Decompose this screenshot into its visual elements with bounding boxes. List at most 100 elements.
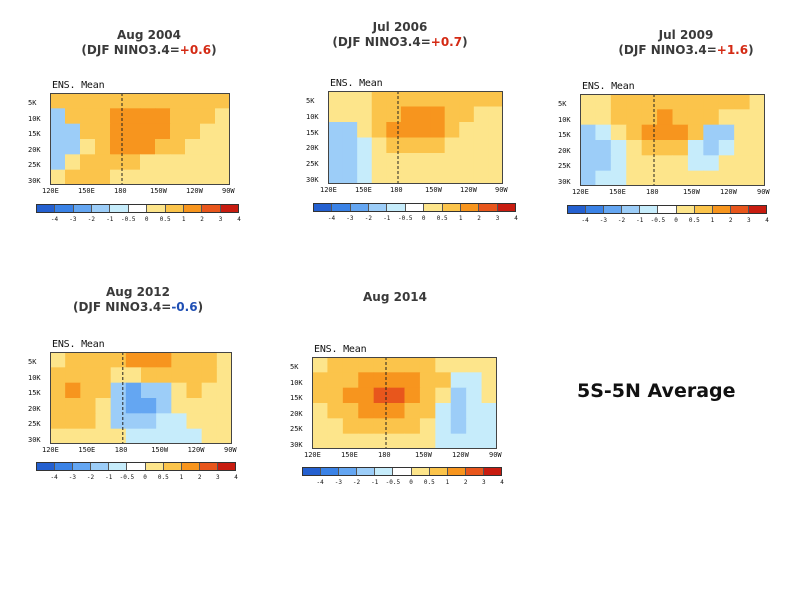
heatmap-cell xyxy=(155,154,171,171)
heatmap-cell xyxy=(95,352,112,368)
colorbar-label: 0 xyxy=(143,474,147,481)
colorbar-swatch xyxy=(447,468,466,475)
heatmap-cell xyxy=(444,137,460,154)
heatmap-cell xyxy=(186,352,203,368)
heatmap-cell xyxy=(687,94,704,110)
colorbar-label: -4 xyxy=(50,216,59,223)
colorbar-label: 3 xyxy=(747,217,751,224)
heatmap-cell xyxy=(749,155,765,172)
heatmap-cell xyxy=(95,398,112,414)
heatmap-cell xyxy=(749,170,765,186)
x-tick-label: 150W xyxy=(415,451,432,459)
panel-title-nino: (DJF NINO3.4=+0.6) xyxy=(39,43,259,58)
colorbar-label: 0.5 xyxy=(159,216,171,223)
heatmap-cell xyxy=(734,170,751,186)
y-tick-label: 10K xyxy=(290,378,303,387)
heatmap-plot xyxy=(50,93,230,185)
colorbar-label: 3 xyxy=(218,216,223,223)
heatmap-cell xyxy=(473,168,490,184)
colorbar-swatch xyxy=(91,463,110,470)
y-tick-label: 10K xyxy=(28,373,41,382)
heatmap-cell xyxy=(459,153,475,170)
heatmap-cell xyxy=(327,357,344,373)
heatmap-cell xyxy=(419,357,436,373)
colorbar-swatch xyxy=(127,463,146,470)
heatmap-cell xyxy=(435,357,452,373)
heatmap-cell xyxy=(373,433,390,449)
heatmap-cell xyxy=(687,140,704,156)
heatmap-cell xyxy=(342,106,358,123)
heatmap-cell xyxy=(610,140,627,156)
heatmap-cell xyxy=(170,108,186,125)
heatmap-cell xyxy=(327,372,344,389)
heatmap-cell xyxy=(459,168,475,184)
colorbar-label: 0 xyxy=(674,217,678,224)
colorbar-label: 0 xyxy=(421,215,426,222)
y-tick-label: 15K xyxy=(28,389,41,398)
colorbar-swatch xyxy=(411,468,430,475)
x-tick-label: 90W xyxy=(489,451,502,459)
panel-title-nino: (DJF NINO3.4=+0.7) xyxy=(290,35,510,50)
colorbar-swatch xyxy=(217,463,236,470)
heatmap-cell xyxy=(488,153,503,170)
region-average-label: 5S-5N Average xyxy=(577,380,736,402)
heatmap-cell xyxy=(216,382,232,399)
panel-title: Jul 2006 (DJF NINO3.4=+0.7) xyxy=(290,20,510,50)
heatmap-cell xyxy=(626,124,643,141)
colorbar-swatch xyxy=(658,206,677,213)
heatmap-cell xyxy=(312,387,329,404)
heatmap-cell xyxy=(155,169,171,185)
y-tick-label: 5K xyxy=(28,358,37,366)
heatmap-cell xyxy=(328,106,344,123)
heatmap-cell xyxy=(580,109,597,126)
heatmap-cell xyxy=(481,372,497,389)
heatmap-cell xyxy=(580,94,597,110)
heatmap-cell xyxy=(435,418,452,435)
colorbar-swatch xyxy=(387,204,406,211)
colorbar-swatch xyxy=(314,204,333,211)
heatmap-cell xyxy=(312,403,329,419)
colorbar-label: 3 xyxy=(482,479,486,486)
colorbar-label: 0.5 xyxy=(688,217,700,224)
heatmap-cell xyxy=(703,155,720,172)
heatmap-cell xyxy=(626,94,643,110)
heatmap-cell xyxy=(342,403,359,419)
heatmap-cell xyxy=(672,140,689,156)
heatmap-cell xyxy=(444,122,460,139)
heatmap-cell xyxy=(444,106,460,123)
heatmap-cell xyxy=(687,155,704,172)
colorbar-swatch xyxy=(303,468,322,475)
heatmap-cell xyxy=(95,139,111,155)
heatmap-cell xyxy=(342,418,359,435)
heatmap-cell xyxy=(386,122,402,139)
heatmap-cell xyxy=(580,170,597,186)
heatmap-cell xyxy=(580,140,597,156)
heatmap-cell xyxy=(312,418,329,435)
heatmap-cell xyxy=(459,137,475,154)
heatmap-cell xyxy=(373,357,390,373)
heatmap-cell xyxy=(125,352,142,368)
heatmap-cell xyxy=(342,137,358,154)
heatmap-cell xyxy=(450,403,467,419)
heatmap-cell xyxy=(610,155,627,172)
heatmap-cell xyxy=(201,398,218,414)
heatmap-cell xyxy=(215,169,230,185)
x-tick-label: 120E xyxy=(572,188,589,196)
heatmap-cell xyxy=(450,387,467,404)
colorbar-swatch xyxy=(622,206,641,213)
colorbar-swatch xyxy=(199,463,218,470)
heatmap-cell xyxy=(215,108,230,125)
colorbar-swatch xyxy=(465,468,484,475)
colorbar-label: -2 xyxy=(86,474,95,481)
heatmap-cell xyxy=(687,124,704,141)
heatmap-cell xyxy=(404,372,421,389)
heatmap-cell xyxy=(342,357,359,373)
heatmap-cell xyxy=(342,91,358,108)
heatmap-cell xyxy=(734,109,751,126)
x-tick-label: 150W xyxy=(150,187,167,195)
colorbar-swatch xyxy=(145,463,164,470)
heatmap-cell xyxy=(185,123,201,140)
panel-title-date: Jul 2009 xyxy=(658,28,714,42)
heatmap-cell xyxy=(481,403,497,419)
heatmap-cell xyxy=(415,106,431,123)
